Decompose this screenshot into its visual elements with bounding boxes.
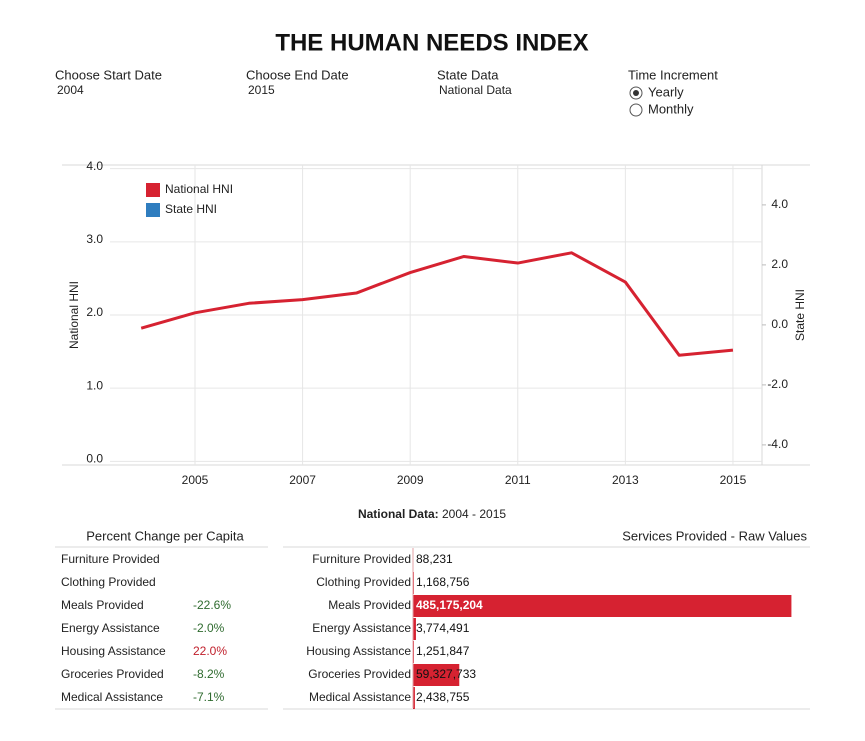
y2-tick-label: -2.0 [767,377,788,391]
y-tick-label: 3.0 [86,232,103,246]
control-value[interactable]: 2015 [248,83,275,97]
table-title: Percent Change per Capita [86,528,244,543]
control-label: Time Increment [628,67,718,82]
x-tick-label: 2009 [397,473,424,487]
radio-label[interactable]: Monthly [648,101,694,116]
legend-swatch [146,203,160,217]
caption-text: 2004 - 2015 [442,507,506,521]
y2-tick-label: -4.0 [767,437,788,451]
bar-category-label: Groceries Provided [308,667,411,681]
radio-dot [633,90,639,96]
bar-chart-title: Services Provided - Raw Values [622,528,807,543]
radio-button[interactable] [630,104,642,116]
x-tick-label: 2007 [289,473,316,487]
row-label: Groceries Provided [61,667,164,681]
x-tick-label: 2005 [182,473,209,487]
bar-category-label: Clothing Provided [316,575,411,589]
row-label: Energy Assistance [61,621,160,635]
caption-label: National Data: [358,507,439,521]
x-tick-label: 2011 [505,473,531,487]
row-value: -2.0% [193,621,225,635]
radio-label[interactable]: Yearly [648,84,684,99]
dashboard-title: THE HUMAN NEEDS INDEX [275,29,588,56]
bar-value-label: 59,327,733 [416,667,476,681]
legend-swatch [146,183,160,197]
legend-label: State HNI [165,202,217,216]
control-label[interactable]: Choose Start Date [55,67,162,82]
row-value: -22.6% [193,598,231,612]
row-label: Furniture Provided [61,552,160,566]
y2-tick-label: 4.0 [771,197,788,211]
bar-category-label: Energy Assistance [312,621,411,635]
chart-caption: National Data: 2004 - 2015 [358,507,506,521]
legend-label: National HNI [165,182,233,196]
row-value: -7.1% [193,690,225,704]
row-label: Clothing Provided [61,575,156,589]
control-value[interactable]: National Data [439,83,512,97]
control-label[interactable]: State Data [437,67,499,82]
y-tick-label: 1.0 [86,378,103,392]
row-label: Meals Provided [61,598,144,612]
bar-value-label: 485,175,204 [416,598,483,612]
y-tick-label: 0.0 [86,452,103,466]
bar-value-label: 1,251,847 [416,644,470,658]
y2-axis-title: State HNI [793,289,807,341]
bar-value-label: 2,438,755 [416,690,470,704]
y-tick-label: 4.0 [86,159,103,173]
row-value: 22.0% [193,644,227,658]
y-axis-title: National HNI [67,281,81,349]
bar-value-label: 3,774,491 [416,621,470,635]
row-value: -8.2% [193,667,225,681]
control-label[interactable]: Choose End Date [246,67,349,82]
bar-category-label: Furniture Provided [312,552,411,566]
bar-category-label: Medical Assistance [309,690,411,704]
row-label: Housing Assistance [61,644,166,658]
bar-value-label: 88,231 [416,552,453,566]
bar-value-label: 1,168,756 [416,575,470,589]
bar-category-label: Housing Assistance [306,644,411,658]
bar-category-label: Meals Provided [328,598,411,612]
x-tick-label: 2015 [720,473,747,487]
control-value[interactable]: 2004 [57,83,84,97]
y2-tick-label: 0.0 [771,317,788,331]
y-tick-label: 2.0 [86,305,103,319]
x-tick-label: 2013 [612,473,639,487]
y2-tick-label: 2.0 [771,257,788,271]
row-label: Medical Assistance [61,690,163,704]
line-series [141,253,733,355]
